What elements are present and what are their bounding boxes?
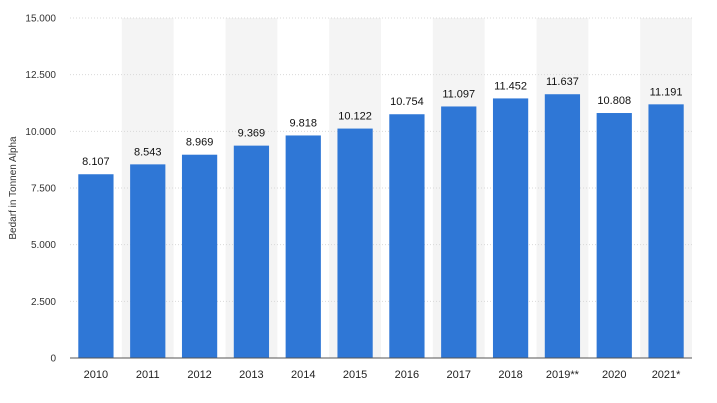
bar	[130, 164, 166, 358]
y-tick-label: 12.500	[25, 70, 56, 81]
x-tick-label: 2019**	[546, 369, 580, 381]
data-label: 11.452	[494, 80, 527, 92]
data-label: 8.543	[134, 146, 162, 158]
bar	[233, 145, 270, 358]
bar	[544, 94, 581, 358]
data-label: 10.754	[390, 96, 424, 108]
y-tick-label: 15.000	[25, 14, 56, 25]
y-tick-label: 5.000	[31, 240, 56, 251]
x-tick-label: 2010	[84, 369, 108, 381]
x-tick-label: 2018	[498, 369, 522, 381]
x-tick-label: 2020	[602, 369, 626, 381]
x-tick-label: 2016	[395, 369, 419, 381]
x-tick-label: 2011	[136, 369, 160, 381]
data-label: 8.107	[82, 156, 110, 168]
x-tick-label: 2012	[187, 369, 211, 381]
bar	[441, 106, 477, 358]
bar	[389, 114, 425, 358]
y-tick-label: 0	[50, 354, 56, 365]
y-tick-label: 7.500	[31, 184, 56, 195]
data-label: 11.637	[546, 76, 579, 88]
data-label: 11.097	[442, 88, 475, 100]
data-label: 10.122	[338, 111, 372, 123]
bar	[181, 154, 218, 358]
data-label: 9.369	[238, 128, 266, 140]
y-axis-label: Bedarf in Tonnen Alpha	[8, 136, 19, 240]
x-tick-label: 2014	[291, 369, 315, 381]
x-axis-ticks: 2010 2011 2012 2013 2014 2015 2016 2017 2018 2019…	[84, 369, 681, 381]
x-tick-label: 2013	[239, 369, 263, 381]
bar	[648, 104, 684, 358]
data-label: 11.191	[650, 86, 683, 98]
y-axis-ticks: 0 2.500 5.000 7.500 10.000 12.500 15.000	[25, 14, 56, 365]
data-label: 10.808	[597, 95, 631, 107]
bar	[78, 174, 114, 358]
data-label: 9.818	[289, 117, 317, 129]
bar	[596, 113, 632, 358]
data-labels: 8.107 8.543 8.969 9.369 9.818 10.122 10.754 11.…	[82, 76, 682, 168]
y-tick-label: 10.000	[25, 127, 56, 138]
bar	[285, 135, 321, 358]
bars	[78, 94, 684, 359]
data-label: 8.969	[186, 137, 214, 149]
bar	[337, 128, 373, 358]
x-tick-label: 2017	[447, 369, 471, 381]
x-tick-label: 2015	[343, 369, 367, 381]
x-tick-label: 2021*	[652, 369, 681, 381]
y-tick-label: 2.500	[31, 297, 56, 308]
bar	[492, 98, 529, 359]
